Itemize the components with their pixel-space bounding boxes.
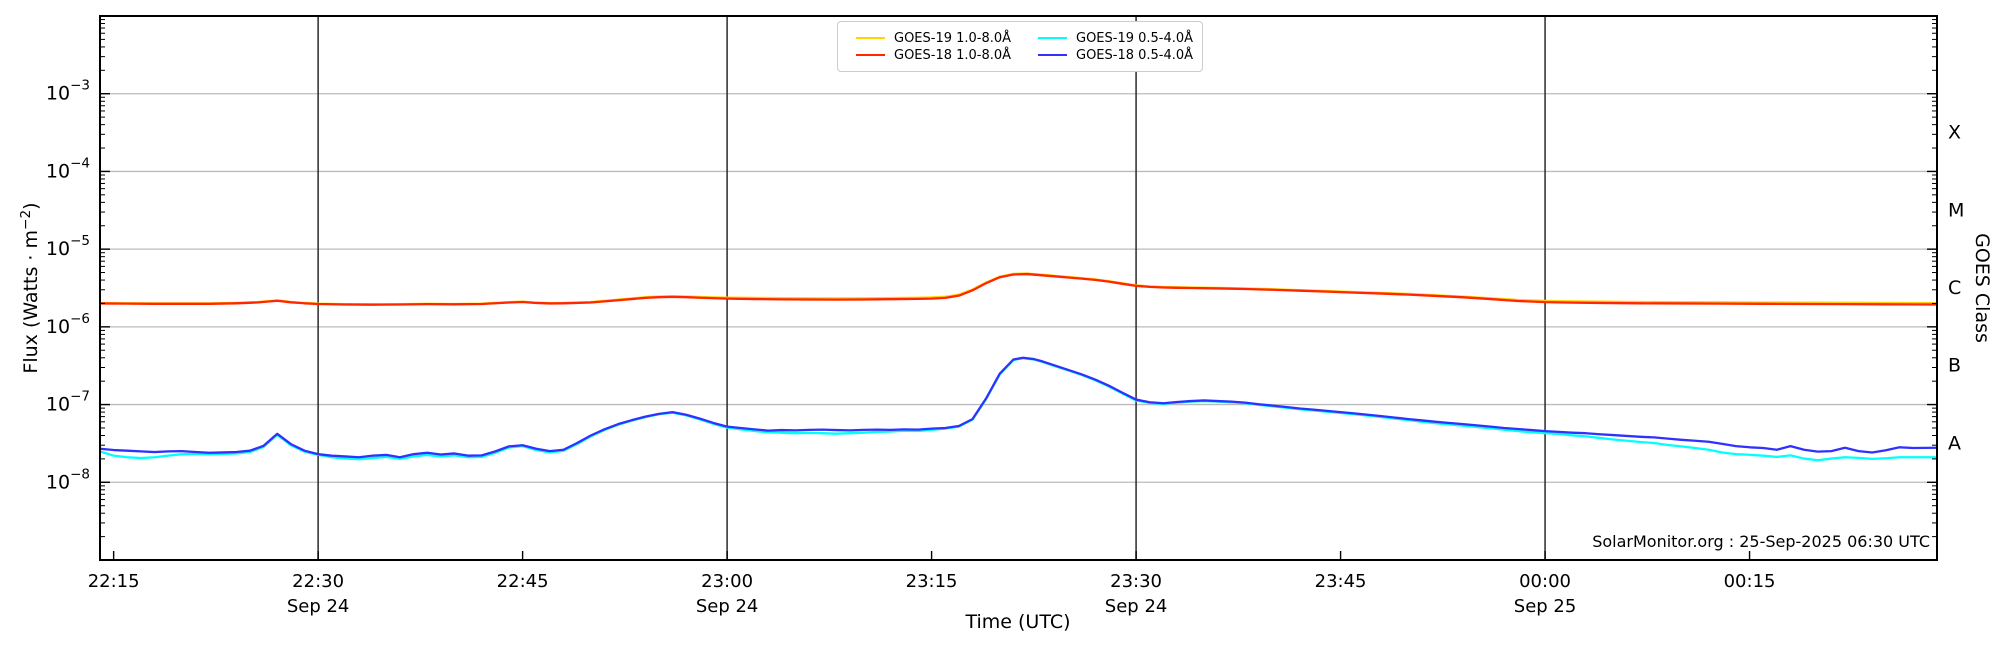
svg-text:22:30: 22:30 xyxy=(292,571,344,592)
series-goes-19-1-0-8-0- xyxy=(100,272,1937,306)
svg-text:Sep 24: Sep 24 xyxy=(696,596,759,617)
legend-swatch-goes19-short xyxy=(1038,37,1067,39)
y-axis-title-exponent: −2 xyxy=(17,209,34,230)
svg-text:B: B xyxy=(1948,355,1961,377)
svg-text:22:15: 22:15 xyxy=(88,571,140,592)
svg-text:00:00: 00:00 xyxy=(1519,571,1571,592)
svg-text:23:45: 23:45 xyxy=(1315,571,1367,592)
svg-text:X: X xyxy=(1948,122,1961,144)
legend: GOES-19 1.0-8.0Å GOES-19 0.5-4.0Å GOES-1… xyxy=(837,21,1203,72)
legend-item-goes19-long: GOES-19 1.0-8.0Å xyxy=(838,32,1020,45)
legend-swatch-goes19-long xyxy=(856,37,885,39)
legend-swatch-goes18-long xyxy=(856,54,885,56)
data-series xyxy=(100,272,1937,462)
svg-text:10−8: 10−8 xyxy=(46,466,90,493)
legend-label: GOES-19 0.5-4.0Å xyxy=(1076,30,1194,46)
svg-text:C: C xyxy=(1948,277,1961,299)
legend-label: GOES-18 0.5-4.0Å xyxy=(1076,47,1194,63)
y-axis-title-suffix: ) xyxy=(20,202,43,210)
y-axis-title-text: Flux (Watts · m xyxy=(20,229,43,374)
goes-class-labels: X M C B A xyxy=(1948,122,1964,455)
svg-text:10−7: 10−7 xyxy=(46,389,90,416)
svg-text:00:15: 00:15 xyxy=(1724,571,1776,592)
series-goes-18-0-5-4-0- xyxy=(100,356,1937,459)
legend-item-goes18-short: GOES-18 0.5-4.0Å xyxy=(1020,49,1202,62)
legend-label: GOES-19 1.0-8.0Å xyxy=(894,30,1012,46)
series-goes-18-1-0-8-0- xyxy=(100,272,1937,306)
svg-text:10−6: 10−6 xyxy=(46,311,90,338)
svg-text:A: A xyxy=(1948,432,1961,454)
x-axis-title: Time (UTC) xyxy=(965,611,1071,633)
plot-border xyxy=(99,15,1938,561)
svg-text:23:30: 23:30 xyxy=(1110,571,1162,592)
svg-text:Sep 24: Sep 24 xyxy=(1105,596,1168,617)
y-tick-labels: 10−3 10−4 10−5 10−6 10−7 10−8 xyxy=(46,78,90,494)
x-tick-labels: 22:15 22:30 Sep 24 22:45 23:00 Sep 24 23:15 23:… xyxy=(88,571,1776,617)
svg-text:23:15: 23:15 xyxy=(906,571,958,592)
svg-text:10−5: 10−5 xyxy=(46,233,90,260)
svg-text:23:00: 23:00 xyxy=(701,571,753,592)
vertical-gridlines xyxy=(317,16,1546,560)
svg-text:10−4: 10−4 xyxy=(46,155,90,182)
y-axis-title: Flux (Watts · m−2) xyxy=(18,202,42,373)
right-axis-title: GOES Class xyxy=(1971,233,1993,343)
svg-text:10−3: 10−3 xyxy=(46,78,90,105)
legend-swatch-goes18-short xyxy=(1038,54,1067,56)
horizontal-gridlines xyxy=(100,93,1937,483)
svg-text:M: M xyxy=(1948,199,1964,221)
legend-item-goes18-long: GOES-18 1.0-8.0Å xyxy=(838,49,1020,62)
source-timestamp-annotation: SolarMonitor.org : 25-Sep-2025 06:30 UTC xyxy=(1592,532,1930,551)
axis-ticks xyxy=(100,19,1937,560)
svg-text:Sep 24: Sep 24 xyxy=(287,596,350,617)
svg-text:22:45: 22:45 xyxy=(497,571,549,592)
svg-text:Sep 25: Sep 25 xyxy=(1514,596,1577,617)
series-goes-19-0-5-4-0- xyxy=(100,357,1937,462)
legend-item-goes19-short: GOES-19 0.5-4.0Å xyxy=(1020,32,1202,45)
legend-label: GOES-18 1.0-8.0Å xyxy=(894,47,1012,63)
